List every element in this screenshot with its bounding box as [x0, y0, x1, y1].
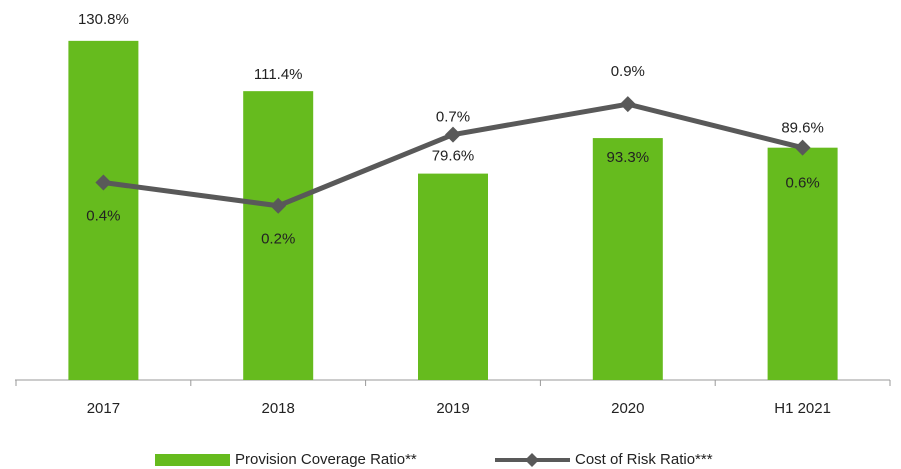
data-label: 0.4% [86, 207, 120, 224]
data-label: 130.8% [78, 11, 129, 28]
data-label: 0.6% [785, 175, 819, 192]
legend-label: Provision Coverage Ratio** [235, 451, 417, 468]
bar [592, 138, 663, 380]
legend-marker [525, 453, 539, 467]
legend-swatch [155, 454, 230, 466]
line-marker [445, 126, 461, 143]
bar [767, 147, 838, 380]
line-marker [95, 174, 112, 191]
data-label: 111.4% [254, 66, 303, 83]
bar [243, 91, 314, 381]
data-label: 0.7% [436, 109, 470, 126]
data-label: 93.3% [607, 149, 650, 166]
data-label: 0.2% [261, 231, 295, 248]
x-tick-label: 2018 [262, 400, 295, 417]
x-tick-label: 2020 [611, 400, 644, 417]
x-tick-label: H1 2021 [774, 400, 831, 417]
x-tick-label: 2017 [87, 400, 120, 417]
legend-label: Cost of Risk Ratio*** [575, 451, 713, 468]
line-marker [794, 139, 811, 156]
line-marker [270, 197, 287, 214]
data-label: 79.6% [432, 148, 475, 165]
bar [418, 173, 488, 380]
line-marker [619, 96, 636, 113]
data-label: 0.9% [611, 63, 645, 80]
data-label: 89.6% [781, 120, 824, 137]
bar [68, 40, 139, 381]
x-tick-label: 2019 [436, 400, 469, 417]
